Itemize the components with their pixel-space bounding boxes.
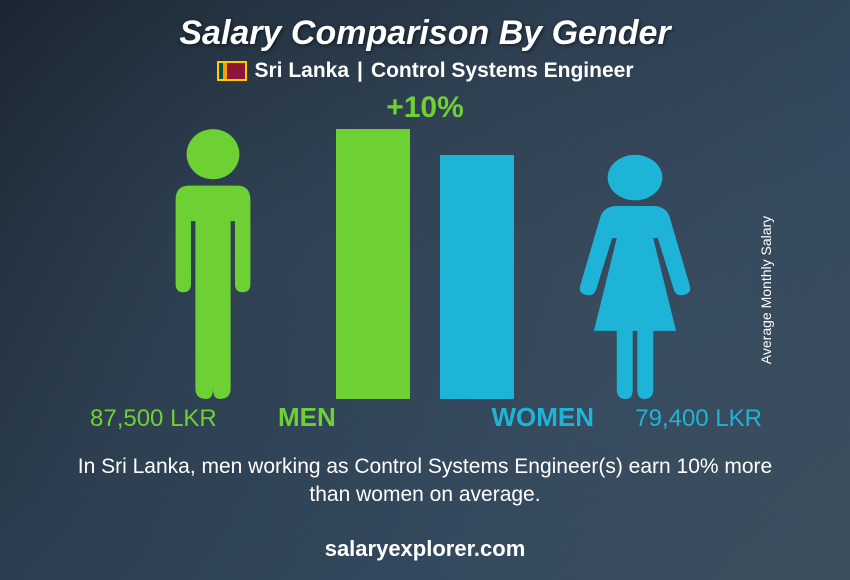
women-value: 79,400 LKR <box>635 405 762 433</box>
men-label: MEN <box>278 402 336 433</box>
figure-men-icon <box>158 127 268 399</box>
subtitle-separator: | <box>357 59 363 83</box>
subtitle-row: Sri Lanka | Control Systems Engineer <box>0 59 850 83</box>
site-label: salaryexplorer.com <box>0 536 850 562</box>
y-axis-label: Average Monthly Salary <box>758 216 774 364</box>
figure-women-icon <box>578 153 692 399</box>
country-label: Sri Lanka <box>255 59 350 83</box>
content-wrapper: Salary Comparison By Gender Sri Lanka | … <box>0 0 850 580</box>
men-value: 87,500 LKR <box>90 405 217 433</box>
delta-label: +10% <box>386 91 464 125</box>
flag-icon <box>217 61 247 81</box>
bar-group <box>336 129 514 399</box>
page-title: Salary Comparison By Gender <box>0 0 850 53</box>
women-label: WOMEN <box>491 402 594 433</box>
bar-women <box>440 155 514 399</box>
chart-area: +10% 87,500 LKR MEN WOMEN 79,400 LKR <box>0 91 850 451</box>
summary-text: In Sri Lanka, men working as Control Sys… <box>0 453 850 510</box>
role-label: Control Systems Engineer <box>371 59 634 83</box>
bar-men <box>336 129 410 399</box>
